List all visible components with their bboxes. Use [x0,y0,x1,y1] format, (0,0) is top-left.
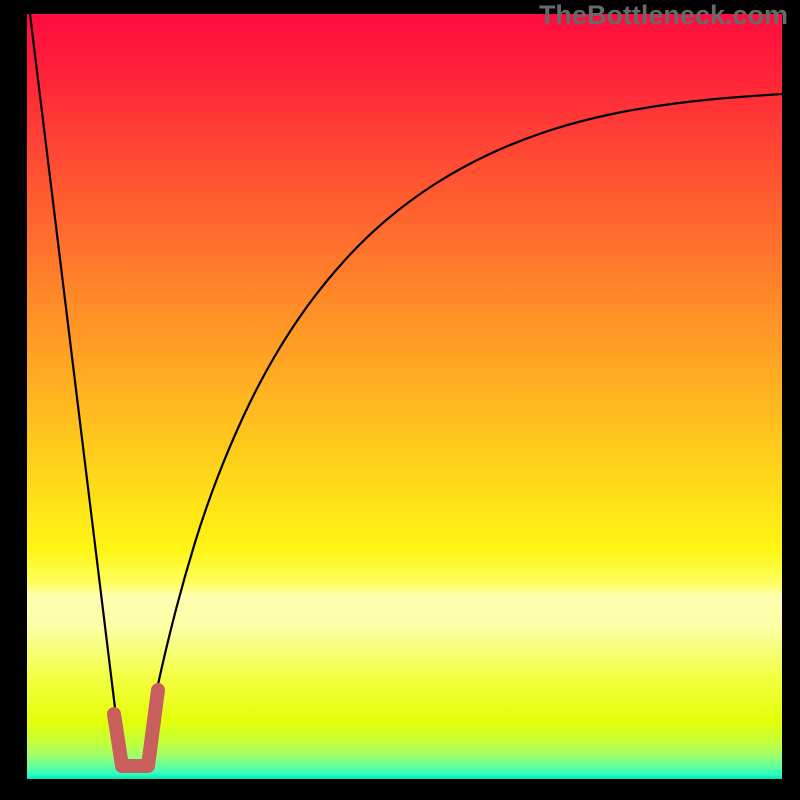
watermark-text: TheBottleneck.com [539,0,788,31]
curve-overlay [0,0,800,800]
bottleneck-chart: TheBottleneck.com [0,0,800,800]
plot-area [27,14,782,779]
